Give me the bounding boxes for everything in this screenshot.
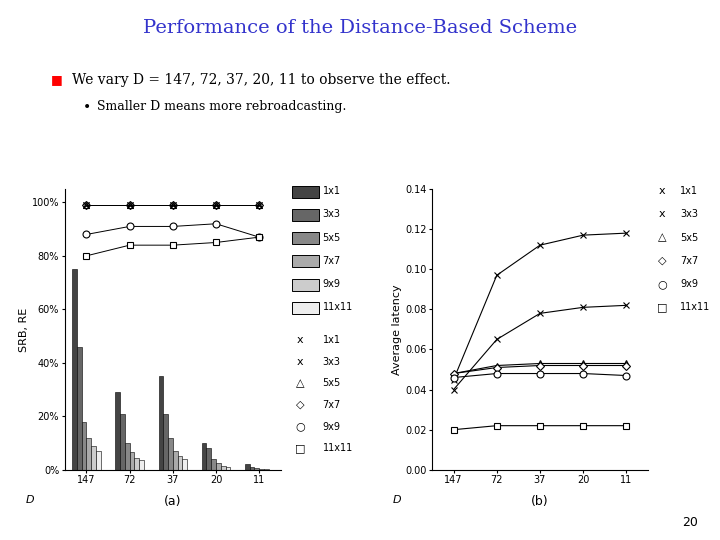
Bar xyxy=(120,414,125,470)
Text: ○: ○ xyxy=(657,279,667,289)
Text: ■: ■ xyxy=(50,73,62,86)
Bar xyxy=(225,467,230,470)
Text: •: • xyxy=(83,100,91,114)
Text: 3x3: 3x3 xyxy=(323,210,341,219)
Bar xyxy=(135,458,139,470)
Text: 11x11: 11x11 xyxy=(323,302,353,312)
Y-axis label: SRB, RE: SRB, RE xyxy=(19,307,29,352)
Bar xyxy=(254,469,259,470)
Bar xyxy=(115,392,120,470)
Bar xyxy=(91,446,96,470)
Bar xyxy=(207,448,211,470)
Text: 9x9: 9x9 xyxy=(323,279,341,289)
Text: x: x xyxy=(659,186,666,196)
Text: 7x7: 7x7 xyxy=(323,256,341,266)
Text: 7x7: 7x7 xyxy=(680,256,698,266)
Text: ◇: ◇ xyxy=(296,400,305,410)
Text: (a): (a) xyxy=(164,495,181,508)
Text: 3x3: 3x3 xyxy=(680,210,698,219)
Text: ◇: ◇ xyxy=(658,256,667,266)
Bar xyxy=(250,467,254,470)
Text: 5x5: 5x5 xyxy=(323,379,341,388)
Bar xyxy=(77,347,81,470)
Text: 11x11: 11x11 xyxy=(323,443,353,453)
Text: △: △ xyxy=(296,379,305,388)
Bar xyxy=(86,438,91,470)
Bar xyxy=(173,451,178,470)
Bar xyxy=(96,451,101,470)
Bar xyxy=(182,459,187,470)
Text: □: □ xyxy=(657,302,667,312)
Text: 9x9: 9x9 xyxy=(680,279,698,289)
Text: 3x3: 3x3 xyxy=(323,357,341,367)
Bar xyxy=(216,463,221,470)
Text: □: □ xyxy=(295,443,305,453)
Text: 11x11: 11x11 xyxy=(680,302,711,312)
Bar xyxy=(72,269,77,470)
Text: 9x9: 9x9 xyxy=(323,422,341,431)
Text: 5x5: 5x5 xyxy=(680,233,698,242)
Text: x: x xyxy=(297,357,304,367)
Text: D: D xyxy=(26,496,35,505)
Bar xyxy=(81,422,86,470)
Bar xyxy=(245,464,250,470)
Bar xyxy=(221,466,225,470)
Text: 5x5: 5x5 xyxy=(323,233,341,242)
Bar xyxy=(139,461,144,470)
Text: △: △ xyxy=(658,233,667,242)
Bar xyxy=(163,414,168,470)
Text: Performance of the Distance-Based Scheme: Performance of the Distance-Based Scheme xyxy=(143,19,577,37)
Text: x: x xyxy=(659,210,666,219)
Text: We vary D = 147, 72, 37, 20, 11 to observe the effect.: We vary D = 147, 72, 37, 20, 11 to obser… xyxy=(72,73,451,87)
Text: ○: ○ xyxy=(295,422,305,431)
Text: 7x7: 7x7 xyxy=(323,400,341,410)
Text: x: x xyxy=(297,335,304,345)
Bar xyxy=(125,443,130,470)
Text: 20: 20 xyxy=(683,516,698,529)
Text: 1x1: 1x1 xyxy=(323,186,341,196)
Bar xyxy=(202,443,207,470)
Text: Smaller D means more rebroadcasting.: Smaller D means more rebroadcasting. xyxy=(97,100,346,113)
Bar xyxy=(168,438,173,470)
Text: 1x1: 1x1 xyxy=(323,335,341,345)
Bar xyxy=(259,469,264,470)
Bar xyxy=(158,376,163,470)
Bar xyxy=(178,456,182,470)
Y-axis label: Average latency: Average latency xyxy=(392,284,402,375)
Bar xyxy=(130,453,135,470)
Text: 1x1: 1x1 xyxy=(680,186,698,196)
Text: D: D xyxy=(393,496,402,505)
Text: (b): (b) xyxy=(531,495,549,508)
Bar xyxy=(211,459,216,470)
